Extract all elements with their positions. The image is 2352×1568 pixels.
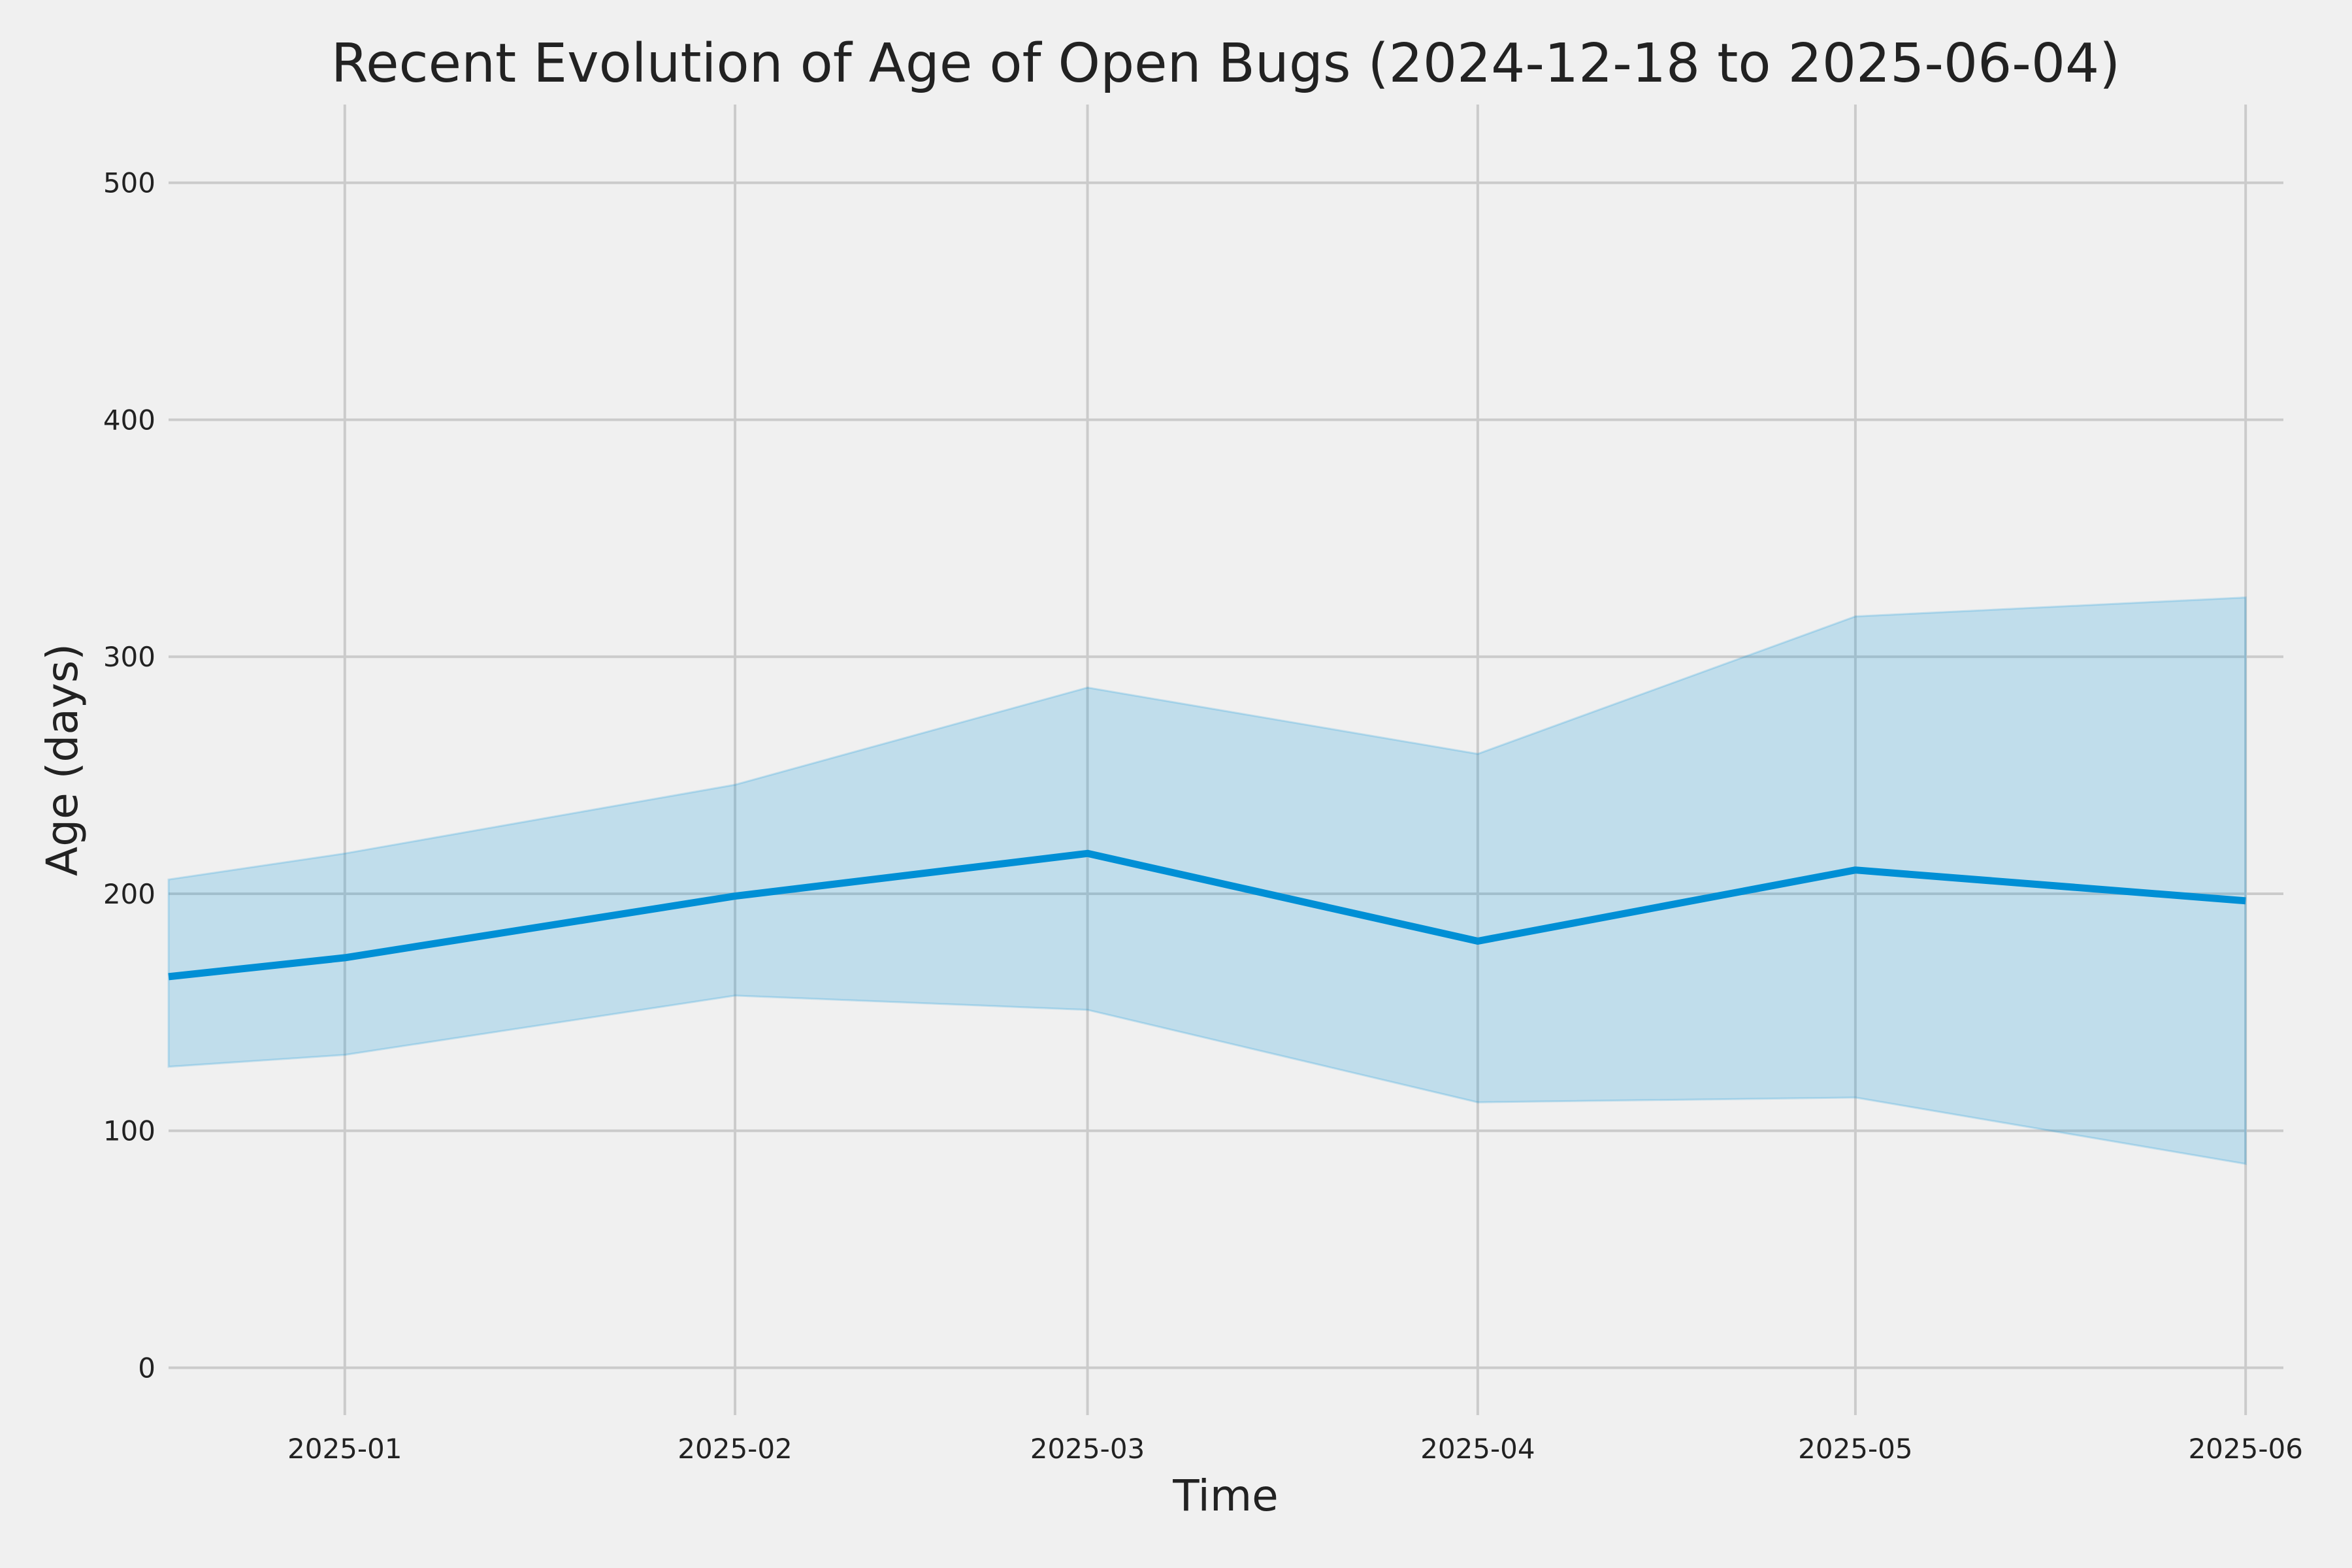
x-tick-label: 2025-06: [2188, 1433, 2303, 1465]
x-tick-label: 2025-02: [678, 1433, 792, 1465]
y-tick-label: 300: [103, 641, 155, 673]
x-tick-label: 2025-04: [1420, 1433, 1535, 1465]
y-tick-label: 100: [103, 1115, 155, 1147]
y-tick-label: 400: [103, 404, 155, 436]
x-axis-label: Time: [1172, 1471, 1279, 1521]
y-axis-label: Age (days): [37, 644, 88, 876]
x-tick-label: 2025-05: [1798, 1433, 1913, 1465]
y-tick-label: 500: [103, 167, 155, 199]
grid-lines: [169, 105, 2283, 1415]
y-tick-label: 0: [138, 1352, 155, 1384]
y-tick-label: 200: [103, 878, 155, 910]
x-tick-label: 2025-01: [287, 1433, 402, 1465]
x-tick-label: 2025-03: [1030, 1433, 1145, 1465]
chart-title: Recent Evolution of Age of Open Bugs (20…: [331, 33, 2120, 95]
tick-labels: 0 100 200 300 400 500 2025-01 2025-02 2025-03 202…: [103, 167, 2303, 1465]
age-line-series: [168, 849, 2246, 981]
